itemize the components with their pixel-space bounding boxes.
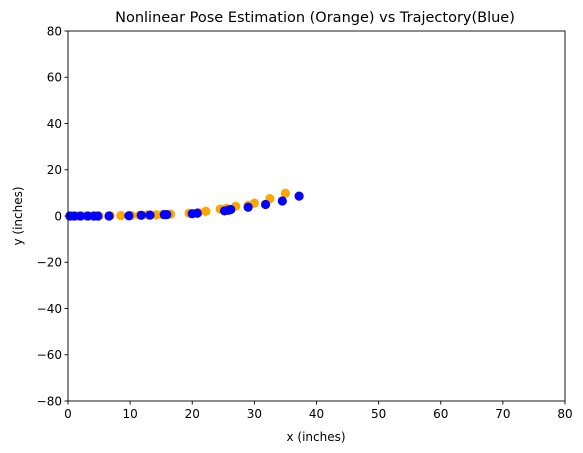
x-tick-label: 30 <box>247 407 262 421</box>
x-tick-label: 40 <box>309 407 324 421</box>
plot-frame <box>67 30 566 402</box>
x-tick-label: 20 <box>185 407 200 421</box>
data-point <box>201 206 211 216</box>
y-tick-label: 0 <box>54 209 62 223</box>
data-point <box>294 191 304 201</box>
data-point <box>192 208 202 218</box>
y-tick-label: 80 <box>47 24 62 38</box>
x-tick-label: 80 <box>557 407 572 421</box>
y-tick-label: 20 <box>47 163 62 177</box>
data-point <box>226 204 236 215</box>
data-point <box>243 202 253 212</box>
y-tick-label: 60 <box>47 71 62 85</box>
plot-area <box>65 188 304 221</box>
data-point <box>162 210 172 220</box>
data-point <box>93 211 103 221</box>
data-point <box>145 210 155 220</box>
x-tick-label: 0 <box>64 407 72 421</box>
y-axis-label: y (inches) <box>11 186 25 245</box>
y-tick-label: 40 <box>47 117 62 131</box>
series-1 <box>65 191 304 221</box>
data-point <box>75 211 86 221</box>
y-tick-label: −40 <box>37 302 62 316</box>
x-tick-label: 50 <box>371 407 386 421</box>
data-point <box>124 211 134 221</box>
y-tick-label: −80 <box>37 394 62 408</box>
x-axis: 0 10 20 30 40 50 60 70 80 <box>64 401 573 421</box>
y-tick-label: −60 <box>37 348 62 362</box>
data-point <box>260 199 271 210</box>
data-point <box>136 210 146 220</box>
data-point <box>116 210 126 221</box>
x-tick-label: 60 <box>433 407 448 421</box>
data-point <box>280 188 291 198</box>
y-tick-label: −20 <box>37 256 62 270</box>
data-point <box>277 196 287 206</box>
x-tick-label: 10 <box>122 407 137 421</box>
data-point <box>104 211 114 221</box>
y-axis: −80 −60 −40 −20 0 20 40 60 80 <box>37 24 68 408</box>
x-axis-label: x (inches) <box>286 430 345 444</box>
chart-title: Nonlinear Pose Estimation (Orange) vs Tr… <box>115 10 515 26</box>
x-tick-label: 70 <box>495 407 510 421</box>
